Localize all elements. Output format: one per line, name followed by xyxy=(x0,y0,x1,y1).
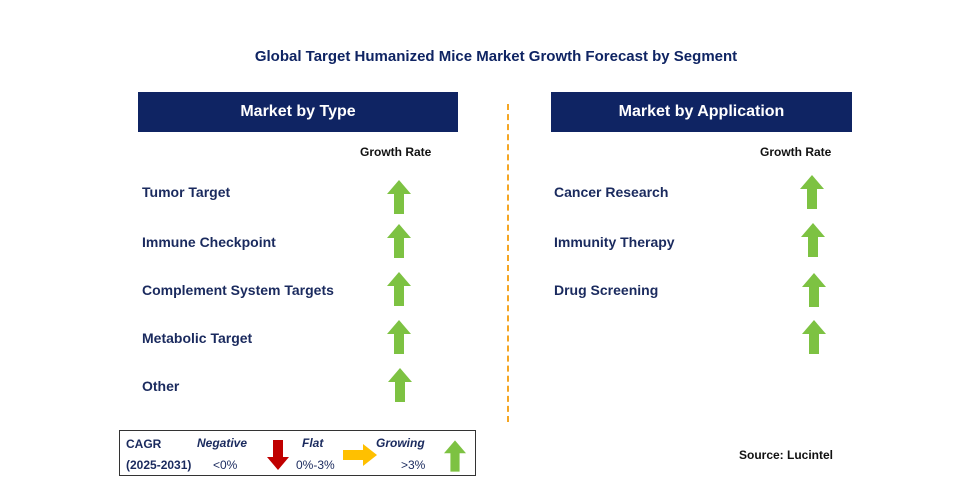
source-label: Source: Lucintel xyxy=(739,448,834,462)
arrow-up-icon xyxy=(387,272,411,306)
legend-growing-label: Growing xyxy=(376,436,425,450)
arrow-right-icon xyxy=(343,444,377,466)
application-item-label: Immunity Therapy xyxy=(554,234,675,250)
application-item-label: Drug Screening xyxy=(554,282,659,298)
application-panel-header: Market by Application xyxy=(551,92,852,132)
cagr-legend: CAGR (2025-2031) Negative <0% Flat 0%-3%… xyxy=(119,430,476,476)
legend-negative-label: Negative xyxy=(197,436,248,450)
arrow-up-icon xyxy=(387,224,411,258)
legend-negative-value: <0% xyxy=(213,458,238,472)
legend-growing-value: >3% xyxy=(401,458,426,472)
page-title: Global Target Humanized Mice Market Grow… xyxy=(254,48,738,65)
arrow-up-icon xyxy=(387,180,411,214)
legend-cagr-label: CAGR xyxy=(126,437,162,451)
arrow-down-icon xyxy=(267,440,289,470)
type-panel-header: Market by Type xyxy=(138,92,458,132)
arrow-up-icon xyxy=(801,223,825,257)
arrow-up-icon xyxy=(387,320,411,354)
panel-divider xyxy=(507,104,509,422)
legend-flat-label: Flat xyxy=(302,436,324,450)
legend-period-label: (2025-2031) xyxy=(126,458,192,472)
type-item-label: Complement System Targets xyxy=(142,282,334,298)
arrow-up-icon xyxy=(802,273,826,307)
arrow-up-icon xyxy=(388,368,412,402)
application-item-label: Cancer Research xyxy=(554,184,669,200)
legend-flat-value: 0%-3% xyxy=(296,458,335,472)
type-item-label: Metabolic Target xyxy=(142,330,253,346)
application-growth-rate-label: Growth Rate xyxy=(760,145,832,159)
arrow-up-icon xyxy=(802,320,826,354)
type-item-label: Immune Checkpoint xyxy=(142,234,276,250)
type-growth-rate-label: Growth Rate xyxy=(360,145,432,159)
type-item-label: Other xyxy=(142,378,180,394)
arrow-up-icon xyxy=(800,175,824,209)
application-panel-header-label: Market by Application xyxy=(618,103,785,120)
type-panel-header-label: Market by Type xyxy=(240,103,356,120)
type-item-label: Tumor Target xyxy=(142,184,231,200)
arrow-up-icon xyxy=(444,440,466,472)
